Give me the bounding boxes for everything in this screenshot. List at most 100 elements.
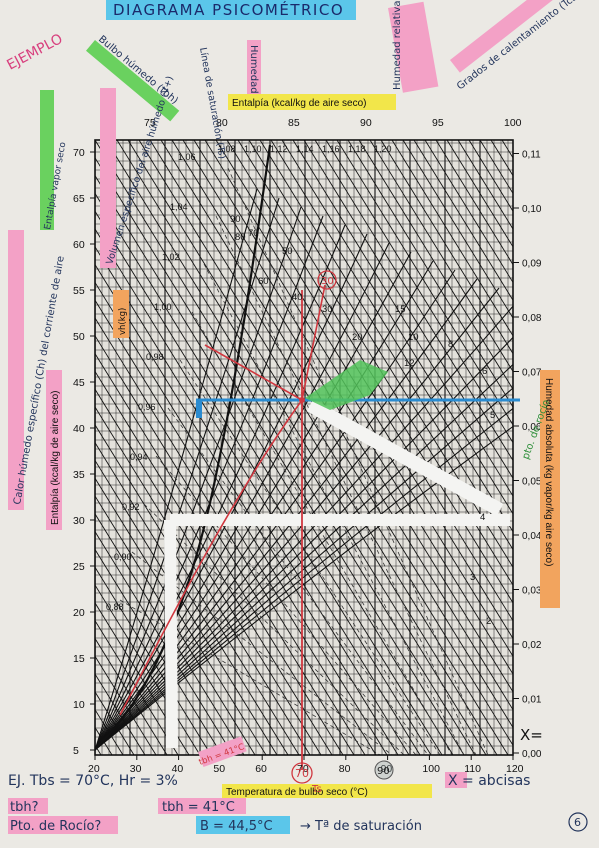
pto-rocio-answer-highlight <box>196 816 290 834</box>
circle-30-text: 30 <box>321 276 334 287</box>
left-tick-label: 20 <box>73 607 85 619</box>
wet-bulb-diagonal <box>259 140 513 551</box>
wet-bulb-diagonal <box>402 140 513 319</box>
entalpia-top-highlight <box>228 94 396 110</box>
wet-bulb-diagonal <box>95 281 388 755</box>
relative-humidity-curve <box>95 269 456 751</box>
volume-label: 1,04 <box>170 202 188 212</box>
wet-bulb-diagonal <box>557 140 599 755</box>
relative-humidity-labels: 90 80 70 60 50 40 30 20 15 12 10 8 6 5 4 3 2 <box>230 214 495 627</box>
right-tick-label: 0,06 <box>522 422 542 433</box>
specific-volume-line <box>155 455 417 755</box>
wet-bulb-diagonal <box>127 140 509 755</box>
entalpia-left-highlight <box>46 370 62 530</box>
specific-volume-line <box>131 551 393 755</box>
specific-volume-line <box>119 599 381 755</box>
specific-volume-line <box>191 311 453 755</box>
volume-label: 0,90 <box>114 552 132 562</box>
top-enthalpy-label: 75 <box>144 117 156 129</box>
right-tick-label: 0,03 <box>522 586 542 597</box>
top-enthalpy-ticks: 75 80 85 90 95 100 <box>144 117 522 129</box>
x-tick-label: 50 <box>213 763 225 775</box>
circle-70-text: 70 <box>295 767 309 780</box>
relative-humidity-label: 4 <box>480 512 485 523</box>
x-tick-label: 110 <box>464 763 481 775</box>
relative-humidity-label: 20 <box>352 332 363 343</box>
x-abscisas-note: X = abcisas <box>448 773 530 789</box>
right-tick-label: 0,11 <box>522 150 541 161</box>
right-tick-label: 0,01 <box>522 695 542 706</box>
wet-bulb-diagonal <box>95 584 201 755</box>
wet-bulb-diagonal <box>358 140 513 391</box>
entalpia-left-label: Entalpía (kcal/kg de aire seco) <box>50 390 61 525</box>
relative-humidity-label: 12 <box>404 358 415 369</box>
circle-90-text: 90 <box>377 766 390 777</box>
specific-volume-line <box>227 167 489 755</box>
relative-humidity-curve <box>95 278 478 751</box>
circle-70 <box>291 762 313 784</box>
wet-bulb-diagonal <box>95 140 476 755</box>
wet-bulb-diagonal <box>391 140 513 337</box>
left-tick-label: 40 <box>73 423 85 435</box>
humedad-note: Humedad <box>248 45 259 94</box>
top-enthalpy-label: 85 <box>288 117 300 129</box>
wet-bulb-diagonal <box>171 140 513 693</box>
temperatura-highlight <box>222 784 432 798</box>
specific-volume-line <box>143 503 405 755</box>
state-point <box>299 397 305 403</box>
volume-label: 1,00 <box>154 302 172 312</box>
x-abscisas-highlight <box>445 772 467 788</box>
dew-point-marker <box>196 400 202 418</box>
page-number: 6 <box>574 816 581 829</box>
specific-volume-line <box>179 359 441 755</box>
left-tick-label: 65 <box>73 193 85 205</box>
pto-rocio-answer: B = 44,5°C <box>200 819 273 834</box>
wet-bulb-curve <box>119 399 303 716</box>
relative-humidity-label: 15 <box>395 304 406 315</box>
volume-label: 1,06 <box>178 152 196 162</box>
humedad-absoluta-label: Humedad absoluta (kg vapor/kg aire seco) <box>543 378 554 566</box>
wet-bulb-diagonal <box>248 140 513 569</box>
volume-label: 0,94 <box>130 452 148 462</box>
wet-bulb-diagonal <box>325 140 513 444</box>
x-tick-label: 90 <box>381 763 393 775</box>
tbh-question: tbh? <box>10 800 39 815</box>
page-number-circle <box>568 812 588 832</box>
wet-bulb-diagonal <box>424 140 513 284</box>
left-tick-label: 30 <box>73 515 85 527</box>
relative-humidity-label: 5 <box>490 410 495 421</box>
wet-bulb-diagonal <box>95 441 289 755</box>
wet-bulb-diagonal <box>149 140 513 729</box>
specific-volume-line <box>167 407 429 755</box>
wet-bulb-diagonal <box>95 459 278 755</box>
entalpia-vapor-seco-highlight <box>40 90 54 230</box>
wet-bulb-diagonal <box>95 263 399 755</box>
relative-humidity-label: 30 <box>322 304 333 315</box>
relative-humidity-label: 70 <box>248 228 259 239</box>
wet-bulb-diagonal <box>95 423 300 755</box>
correction-diagonal <box>306 398 504 517</box>
relative-humidity-label: 60 <box>258 276 269 287</box>
left-tick-label: 60 <box>73 239 85 251</box>
volume-label: 1,02 <box>162 252 180 262</box>
volume-ticks: 1,06 1,04 1,02 1,00 0,98 0,96 0,94 0,92 0,90 0,88 <box>106 152 196 612</box>
vh-label: vh(kg) <box>118 308 128 335</box>
wet-bulb-diagonal <box>303 140 513 480</box>
x-tick-label: 80 <box>339 763 351 775</box>
wet-bulb-diagonal <box>95 637 168 755</box>
right-tick-label: 0,09 <box>522 259 542 270</box>
wet-bulb-diagonal <box>281 140 513 515</box>
x-tick-label: 40 <box>172 763 184 775</box>
green-highlight-region <box>305 360 388 410</box>
right-tick-label: 0,08 <box>522 313 542 324</box>
wet-bulb-diagonal <box>95 192 443 755</box>
left-tick-label: 5 <box>73 745 79 757</box>
left-tick-label: 45 <box>73 377 85 389</box>
volume-label: 0,98 <box>146 352 164 362</box>
x-tick-label: 100 <box>422 763 440 775</box>
left-tick-label: 50 <box>73 331 85 343</box>
wet-bulb-diagonal <box>95 156 465 755</box>
volume-top-label: 1,14 <box>296 144 314 154</box>
